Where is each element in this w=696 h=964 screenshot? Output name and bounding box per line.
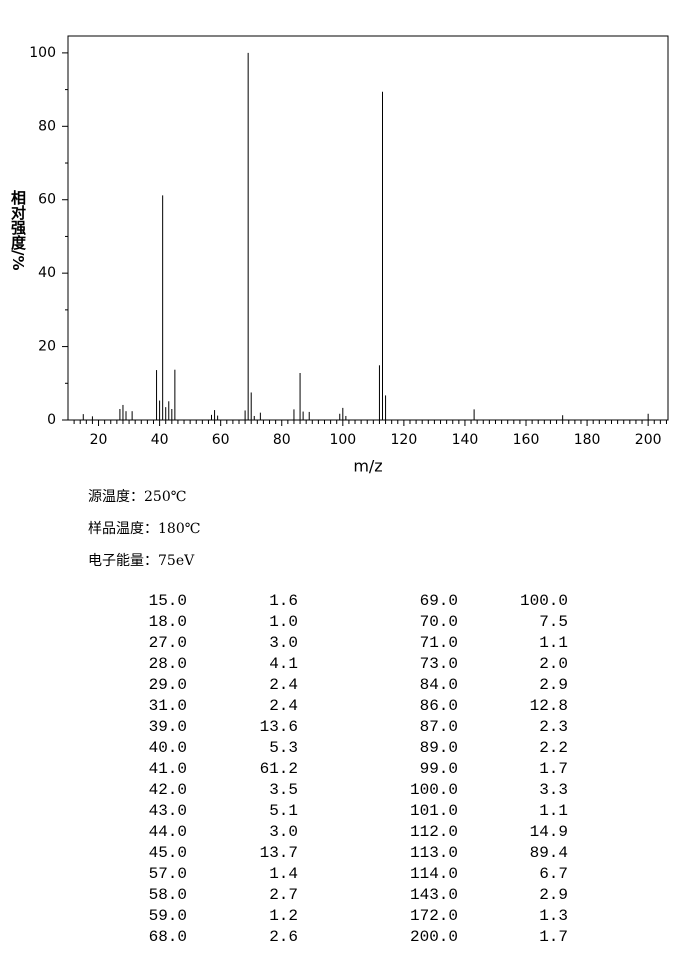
table-intensity: 3.0 (269, 823, 298, 841)
table-intensity: 2.9 (539, 676, 568, 694)
table-intensity: 5.3 (269, 739, 298, 757)
table-intensity: 3.0 (269, 634, 298, 652)
table-intensity: 13.6 (260, 718, 298, 736)
table-intensity: 1.4 (269, 865, 298, 883)
table-intensity: 2.3 (539, 718, 568, 736)
table-intensity: 2.6 (269, 928, 298, 946)
y-tick-label: 60 (38, 192, 56, 208)
table-mz: 99.0 (420, 760, 458, 778)
table-mz: 69.0 (420, 592, 458, 610)
table-mz: 71.0 (420, 634, 458, 652)
table-mz: 113.0 (410, 844, 458, 862)
table-intensity: 2.9 (539, 886, 568, 904)
table-mz: 27.0 (149, 634, 187, 652)
table-mz: 45.0 (149, 844, 187, 862)
table-mz: 114.0 (410, 865, 458, 883)
table-mz: 100.0 (410, 781, 458, 799)
table-intensity: 2.0 (539, 655, 568, 673)
y-tick-label: 0 (47, 412, 56, 428)
table-mz: 200.0 (410, 928, 458, 946)
table-intensity: 4.1 (269, 655, 298, 673)
note: 样品温度：180℃ (88, 521, 200, 537)
table-mz: 58.0 (149, 886, 187, 904)
table-intensity: 7.5 (539, 613, 568, 631)
note: 电子能量：75eV (88, 553, 195, 569)
table-intensity: 1.1 (539, 634, 568, 652)
table-intensity: 100.0 (520, 592, 568, 610)
y-tick-label: 100 (29, 45, 56, 61)
table-intensity: 5.1 (269, 802, 298, 820)
table-mz: 15.0 (149, 592, 187, 610)
table-mz: 40.0 (149, 739, 187, 757)
x-tick-label: 20 (90, 432, 108, 448)
x-tick-label: 180 (574, 432, 601, 448)
x-tick-label: 120 (391, 432, 418, 448)
table-mz: 101.0 (410, 802, 458, 820)
table-mz: 86.0 (420, 697, 458, 715)
table-mz: 44.0 (149, 823, 187, 841)
x-tick-label: 140 (452, 432, 479, 448)
table-intensity: 2.4 (269, 697, 298, 715)
x-tick-label: 100 (329, 432, 356, 448)
table-intensity: 1.1 (539, 802, 568, 820)
x-tick-label: 200 (635, 432, 662, 448)
plot-frame (67, 35, 669, 421)
table-mz: 73.0 (420, 655, 458, 673)
y-tick-label: 20 (38, 339, 56, 355)
table-mz: 43.0 (149, 802, 187, 820)
table-intensity: 1.7 (539, 928, 568, 946)
table-intensity: 13.7 (260, 844, 298, 862)
note: 源温度：250℃ (88, 489, 186, 505)
table-mz: 41.0 (149, 760, 187, 778)
table-mz: 143.0 (410, 886, 458, 904)
x-axis-label: m/z (353, 457, 382, 476)
table-mz: 28.0 (149, 655, 187, 673)
table-intensity: 1.3 (539, 907, 568, 925)
table-mz: 18.0 (149, 613, 187, 631)
table-mz: 70.0 (420, 613, 458, 631)
table-mz: 112.0 (410, 823, 458, 841)
table-intensity: 6.7 (539, 865, 568, 883)
table-intensity: 1.7 (539, 760, 568, 778)
table-mz: 89.0 (420, 739, 458, 757)
y-tick-label: 80 (38, 118, 56, 134)
table-mz: 87.0 (420, 718, 458, 736)
x-tick-label: 160 (513, 432, 540, 448)
table-mz: 172.0 (410, 907, 458, 925)
table-mz: 57.0 (149, 865, 187, 883)
table-intensity: 61.2 (260, 760, 298, 778)
y-tick-label: 40 (38, 265, 56, 281)
table-intensity: 12.8 (530, 697, 568, 715)
table-intensity: 3.3 (539, 781, 568, 799)
x-tick-label: 60 (212, 432, 230, 448)
table-mz: 42.0 (149, 781, 187, 799)
x-tick-label: 40 (151, 432, 169, 448)
table-intensity: 3.5 (269, 781, 298, 799)
table-mz: 59.0 (149, 907, 187, 925)
x-tick-label: 80 (273, 432, 291, 448)
table-mz: 84.0 (420, 676, 458, 694)
table-intensity: 1.6 (269, 592, 298, 610)
table-intensity: 2.7 (269, 886, 298, 904)
y-axis-label: 相对强度/% (9, 189, 27, 270)
table-mz: 68.0 (149, 928, 187, 946)
table-mz: 29.0 (149, 676, 187, 694)
table-intensity: 1.2 (269, 907, 298, 925)
table-intensity: 2.4 (269, 676, 298, 694)
table-intensity: 2.2 (539, 739, 568, 757)
table-intensity: 14.9 (530, 823, 568, 841)
table-mz: 31.0 (149, 697, 187, 715)
table-mz: 39.0 (149, 718, 187, 736)
table-intensity: 89.4 (530, 844, 568, 862)
table-intensity: 1.0 (269, 613, 298, 631)
